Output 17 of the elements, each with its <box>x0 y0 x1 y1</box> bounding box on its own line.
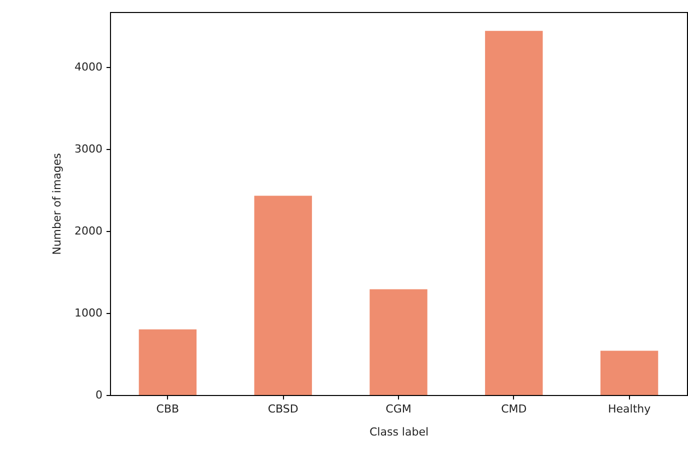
y-tick-label: 2000 <box>74 224 102 238</box>
x-tick-label: CBB <box>156 402 180 416</box>
bar <box>254 196 312 395</box>
y-tick-label: 1000 <box>74 306 102 320</box>
y-axis-title: Number of images <box>50 152 64 255</box>
y-tick-label: 3000 <box>74 142 102 156</box>
x-tick-label: CGM <box>386 402 412 416</box>
y-tick-label: 4000 <box>74 60 102 74</box>
x-tick-label: CBSD <box>268 402 298 416</box>
x-tick-label: CMD <box>501 402 527 416</box>
bar <box>138 329 197 395</box>
bar <box>485 30 543 395</box>
x-axis-title: Class label <box>369 426 429 438</box>
bar <box>600 350 658 395</box>
y-tick-label: 0 <box>96 388 102 402</box>
bar <box>370 289 428 395</box>
x-tick-label: Healthy <box>608 402 652 416</box>
